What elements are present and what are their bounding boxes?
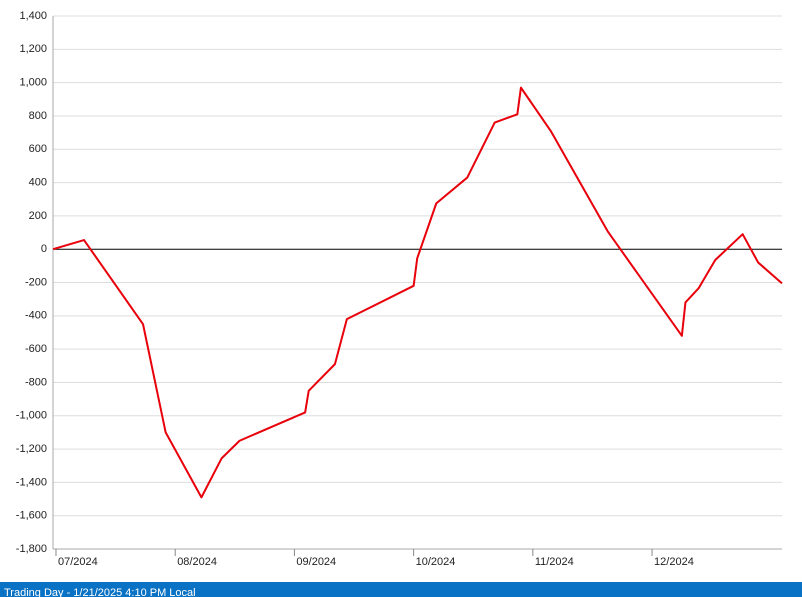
y-tick-label: -1,400 — [16, 476, 47, 488]
y-tick-label: -1,200 — [16, 443, 47, 455]
x-tick-label: 12/2024 — [654, 556, 694, 568]
x-tick-label: 08/2024 — [177, 556, 217, 568]
y-tick-label: -400 — [25, 310, 47, 322]
y-tick-label: 800 — [29, 110, 47, 122]
y-tick-label: -1,000 — [16, 410, 47, 422]
status-bar: Trading Day - 1/21/2025 4:10 PM Local — [0, 582, 802, 597]
y-tick-label: -200 — [25, 276, 47, 288]
line — [52, 86, 783, 499]
y-tick-label: 200 — [29, 210, 47, 222]
chart: -1,800 -1,600 -1,400 -1,200 -1,000 -800 -600 -4… — [16, 10, 783, 568]
y-tick-label: 1,200 — [19, 43, 47, 55]
y-tick-label: 600 — [29, 143, 47, 155]
y-tick-label: 1,000 — [19, 77, 47, 89]
x-tick-label: 10/2024 — [416, 556, 456, 568]
y-tick-label: -1,800 — [16, 543, 47, 555]
y-tick-label: -800 — [25, 376, 47, 388]
y-tick-label: -600 — [25, 343, 47, 355]
x-tick-label: 07/2024 — [58, 556, 98, 568]
y-tick-label: -1,600 — [16, 510, 47, 522]
y-tick-label: 1,400 — [19, 10, 47, 22]
x-tick-label: 11/2024 — [535, 556, 574, 568]
y-tick-label: 0 — [41, 243, 47, 255]
y-tick-label: 400 — [29, 176, 47, 188]
x-tick-label: 09/2024 — [296, 556, 336, 568]
